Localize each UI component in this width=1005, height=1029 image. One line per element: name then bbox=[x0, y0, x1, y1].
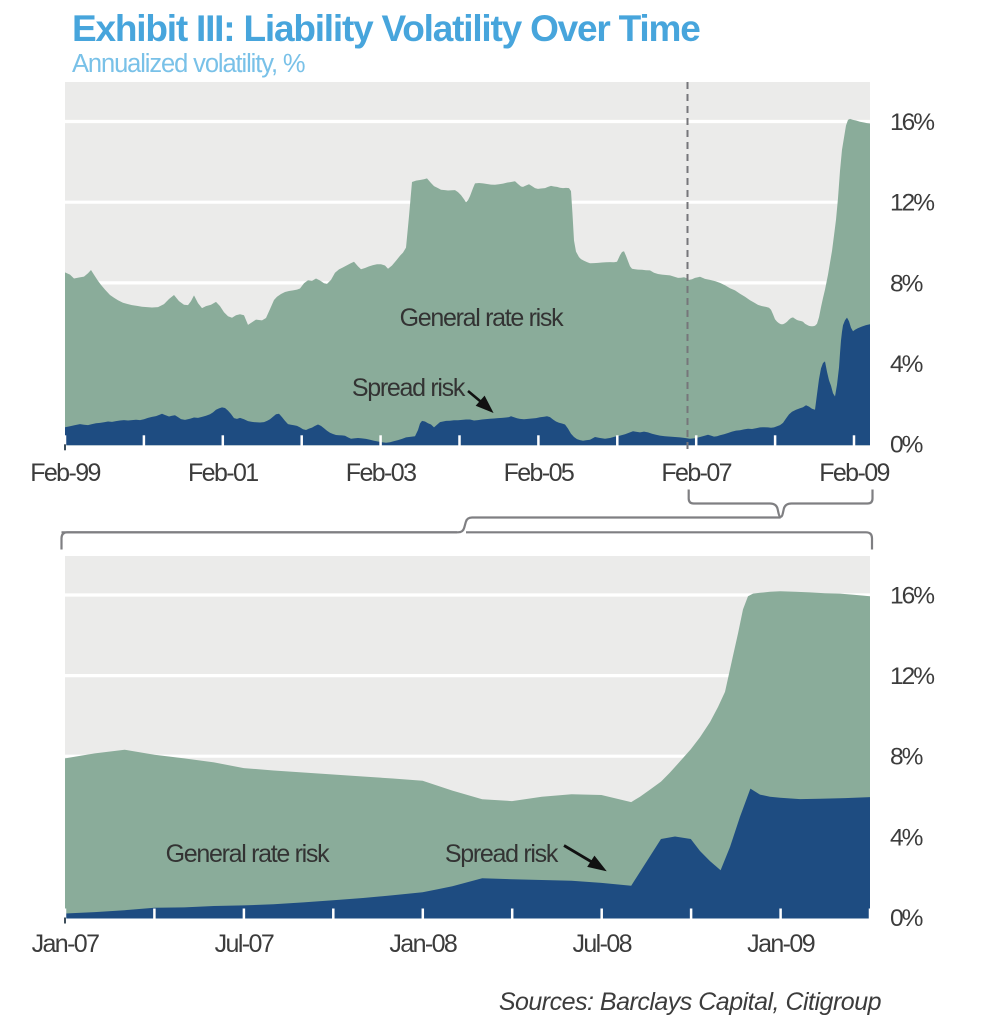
svg-text:Spread risk: Spread risk bbox=[445, 840, 559, 868]
svg-text:Exhibit III: Liability Volatil: Exhibit III: Liability Volatility Over T… bbox=[72, 8, 700, 49]
svg-text:Spread risk: Spread risk bbox=[352, 374, 466, 402]
svg-text:4%: 4% bbox=[890, 824, 923, 851]
svg-text:General rate risk: General rate risk bbox=[400, 304, 564, 332]
svg-text:Feb-05: Feb-05 bbox=[504, 459, 574, 487]
svg-text:Sources: Barclays Capital, Cit: Sources: Barclays Capital, Citigroup bbox=[499, 988, 882, 1016]
svg-text:4%: 4% bbox=[890, 351, 923, 378]
svg-text:16%: 16% bbox=[890, 109, 934, 136]
svg-text:0%: 0% bbox=[890, 905, 923, 932]
svg-text:0%: 0% bbox=[890, 432, 923, 459]
svg-text:8%: 8% bbox=[890, 744, 923, 771]
svg-text:12%: 12% bbox=[890, 663, 934, 690]
svg-text:8%: 8% bbox=[890, 270, 923, 297]
svg-text:Feb-01: Feb-01 bbox=[188, 459, 258, 487]
svg-text:Jan-07: Jan-07 bbox=[32, 930, 100, 958]
svg-text:Jul-08: Jul-08 bbox=[572, 930, 631, 958]
svg-text:Jul-07: Jul-07 bbox=[215, 930, 274, 958]
svg-text:16%: 16% bbox=[890, 582, 934, 609]
svg-text:Feb-03: Feb-03 bbox=[346, 459, 416, 487]
svg-text:Jan-08: Jan-08 bbox=[389, 930, 457, 958]
svg-text:Feb-09: Feb-09 bbox=[819, 459, 889, 487]
svg-text:General rate risk: General rate risk bbox=[166, 840, 330, 868]
svg-text:Feb-99: Feb-99 bbox=[30, 459, 100, 487]
svg-text:Annualized volatility, %: Annualized volatility, % bbox=[72, 50, 305, 78]
svg-text:12%: 12% bbox=[890, 190, 934, 217]
svg-text:Feb-07: Feb-07 bbox=[661, 459, 731, 487]
svg-text:Jan-09: Jan-09 bbox=[747, 930, 815, 958]
